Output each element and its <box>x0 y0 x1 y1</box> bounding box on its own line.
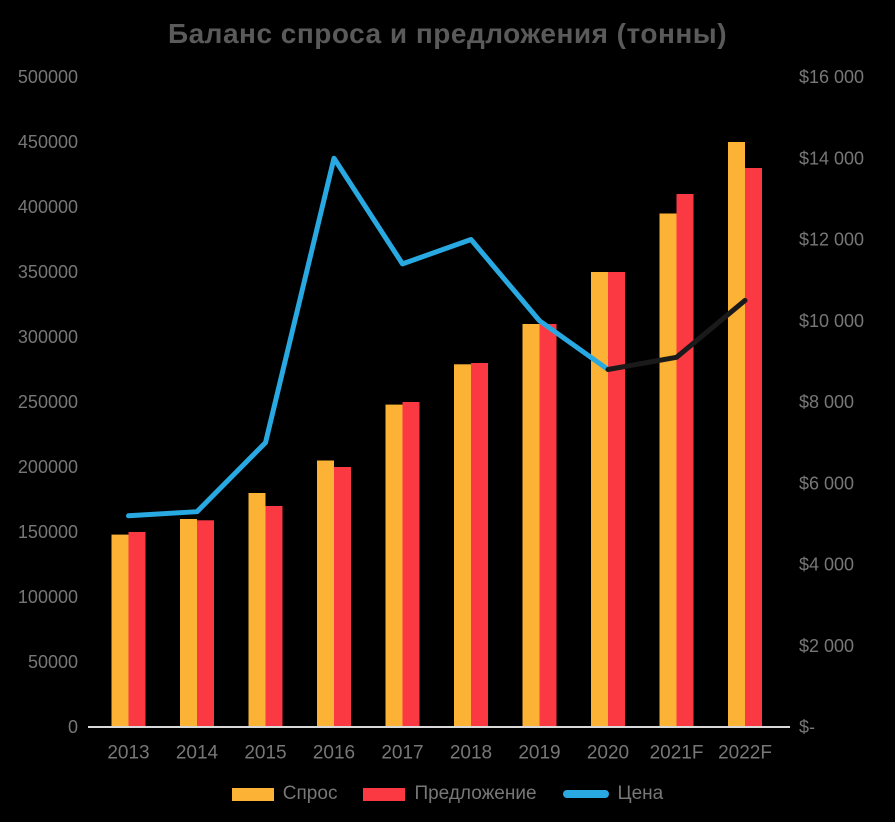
supply-bar <box>128 532 146 727</box>
x-axis-label: 2021F <box>650 743 704 764</box>
legend-item-supply: Предложение <box>363 783 537 805</box>
price-line <box>126 155 611 519</box>
demand-bar <box>317 460 334 727</box>
demand-bar <box>248 493 266 727</box>
demand-bar <box>180 519 197 727</box>
legend-item-price: Цена <box>562 783 664 805</box>
left-axis-tick-label: 150000 <box>18 522 78 542</box>
left-axis-tick-label: 50000 <box>28 652 78 672</box>
legend-item-demand: Спрос <box>231 783 338 805</box>
right-axis-tick-label: $- <box>799 717 815 737</box>
demand-bar <box>728 142 745 727</box>
supply-bar <box>265 506 283 727</box>
chart-title: Баланс спроса и предложения (тонны) <box>167 18 728 49</box>
legend-label-supply: Предложение <box>414 783 537 804</box>
supply-bar <box>539 324 557 727</box>
legend-label-price: Цена <box>617 783 664 804</box>
x-axis-label: 2018 <box>450 743 492 764</box>
supply-bar <box>608 272 625 727</box>
right-axis-tick-label: $10 000 <box>799 311 864 331</box>
supply-bar <box>197 520 214 727</box>
legend: Спрос Предложение Цена <box>0 779 895 809</box>
right-axis-tick-label: $12 000 <box>799 230 864 250</box>
x-axis-label: 2015 <box>244 743 286 764</box>
x-axis-label: 2022F <box>718 743 772 764</box>
x-axis-label: 2014 <box>176 743 219 764</box>
demand-bar <box>385 404 403 727</box>
supply-bar <box>402 402 420 727</box>
right-axis-tick-label: $4 000 <box>799 555 854 575</box>
left-axis-tick-label: 350000 <box>18 262 78 282</box>
demand-bar <box>522 324 540 727</box>
legend-swatch-demand-icon <box>231 787 274 801</box>
right-axis-tick-label: $14 000 <box>799 148 864 168</box>
legend-swatch-supply-icon <box>363 787 406 801</box>
x-axis-label: 2020 <box>587 743 629 764</box>
left-axis-tick-label: 400000 <box>18 197 78 217</box>
price-forecast-line <box>605 297 748 372</box>
right-axis-tick-label: $8 000 <box>799 392 854 412</box>
x-axis-label: 2017 <box>381 743 423 764</box>
demand-bar <box>111 534 129 727</box>
right-axis-tick-label: $6 000 <box>799 473 854 493</box>
supply-bar <box>676 194 694 727</box>
left-axis-tick-label: 500000 <box>18 67 78 87</box>
demand-bar <box>591 272 608 727</box>
left-axis-tick-label: 250000 <box>18 392 78 412</box>
chart-plot-area: 5000004500004000003500003000002500002000… <box>18 67 864 764</box>
legend-label-demand: Спрос <box>282 783 338 804</box>
supply-bar <box>745 168 762 727</box>
supply-bar <box>334 467 351 727</box>
x-axis-label: 2019 <box>518 743 560 764</box>
x-axis-label: 2013 <box>107 743 149 764</box>
right-axis-tick-label: $16 000 <box>799 67 864 87</box>
demand-bar <box>454 364 471 727</box>
supply-bar <box>471 363 488 727</box>
legend-swatch-price-icon <box>562 790 609 798</box>
demand-bar <box>659 213 677 727</box>
left-axis-tick-label: 100000 <box>18 587 78 607</box>
right-axis-tick-label: $2 000 <box>799 636 854 656</box>
left-axis-tick-label: 300000 <box>18 327 78 347</box>
left-axis-tick-label: 0 <box>68 717 78 737</box>
left-axis-tick-label: 200000 <box>18 457 78 477</box>
x-axis-label: 2016 <box>313 743 355 764</box>
left-axis-tick-label: 450000 <box>18 132 78 152</box>
